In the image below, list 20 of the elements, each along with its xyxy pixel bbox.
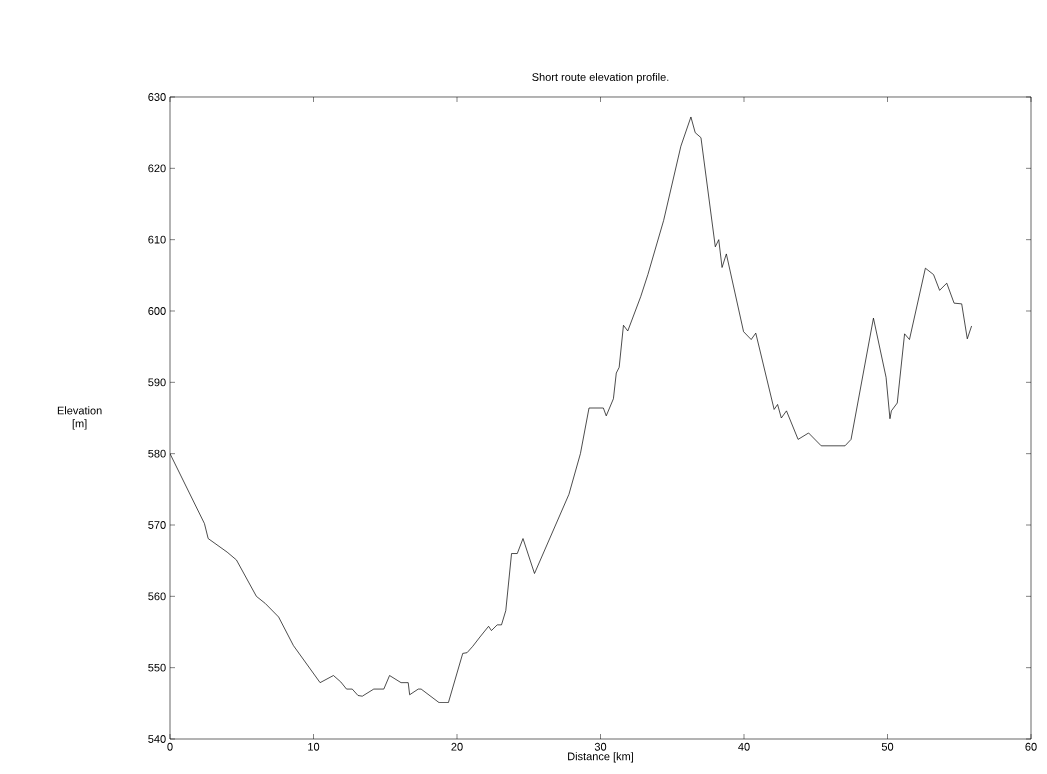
chart-title: Short route elevation profile. [532,72,669,84]
y-tick-label: 560 [148,592,166,601]
x-tick-label: 10 [308,742,320,751]
x-axis-title: Distance [km] [568,752,634,763]
y-tick-label: 540 [148,735,166,743]
x-tick-label: 40 [738,742,750,751]
y-tick-label: 580 [148,449,166,458]
x-tick-label: 30 [594,742,607,751]
x-tick-label: 20 [451,742,463,751]
y-tick-label: 570 [148,521,166,529]
y-tick-label: 630 [148,93,166,101]
x-tick-label: 0 [167,742,173,751]
y-tick-label: 550 [148,663,166,672]
x-tick-label: 60 [1025,742,1037,751]
y-tick-label: 600 [148,307,166,315]
y-tick-label: 610 [148,235,166,244]
y-axis-title: Elevation [m] [57,406,102,430]
y-tick-label: 620 [148,164,166,173]
x-tick-label: 50 [881,742,894,751]
y-tick-label: 590 [148,378,166,387]
